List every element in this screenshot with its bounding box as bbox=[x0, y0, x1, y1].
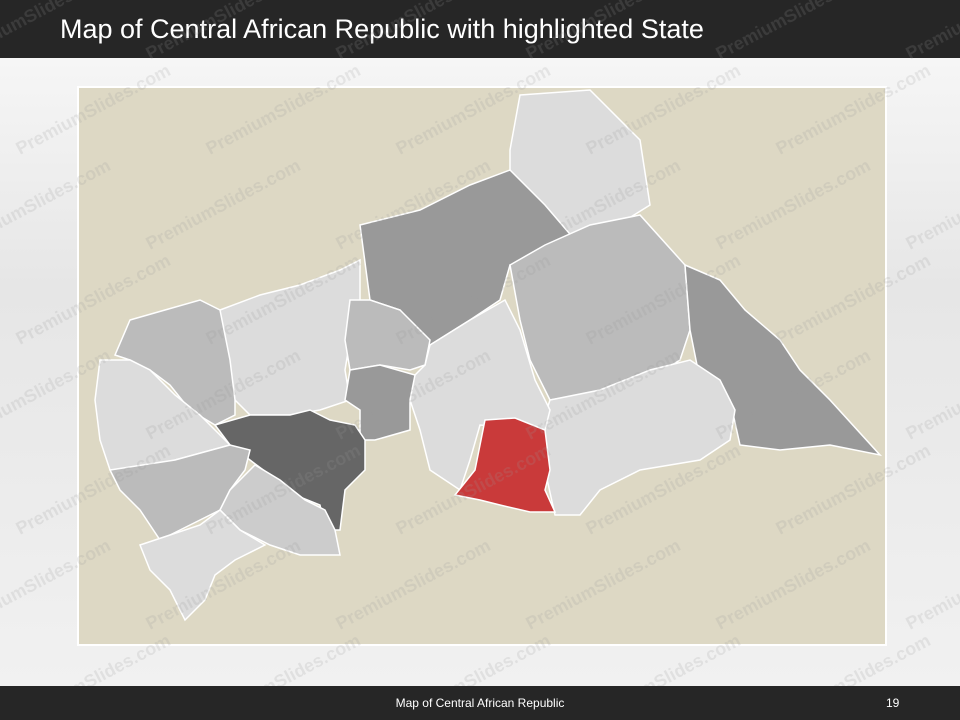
watermark: PremiumSlides.com bbox=[902, 535, 960, 633]
footer-bar: Map of Central African Republic 19 bbox=[0, 686, 960, 720]
watermark: PremiumSlides.com bbox=[522, 0, 683, 64]
region bbox=[509, 214, 691, 401]
region bbox=[344, 364, 416, 441]
watermark: PremiumSlides.com bbox=[142, 0, 303, 64]
watermark: PremiumSlides.com bbox=[332, 0, 493, 64]
region bbox=[344, 299, 431, 371]
watermark: PremiumSlides.com bbox=[902, 345, 960, 443]
region bbox=[139, 509, 267, 622]
region bbox=[539, 359, 736, 516]
slide-title: Map of Central African Republic with hig… bbox=[60, 14, 704, 44]
footer-text: Map of Central African Republic bbox=[395, 696, 565, 710]
watermark: PremiumSlides.com bbox=[712, 0, 873, 64]
page-number: 19 bbox=[886, 696, 900, 710]
map: PremiumSlides.com PremiumSlides.com Premiu… bbox=[0, 0, 960, 686]
regions bbox=[94, 89, 883, 622]
title-bar: Map of Central African Republic with hig… bbox=[0, 0, 960, 58]
watermark: PremiumSlides.com bbox=[0, 0, 114, 64]
watermark: PremiumSlides.com bbox=[902, 155, 960, 253]
highlighted-region bbox=[453, 417, 557, 513]
watermark: PremiumSlides.com bbox=[902, 0, 960, 64]
